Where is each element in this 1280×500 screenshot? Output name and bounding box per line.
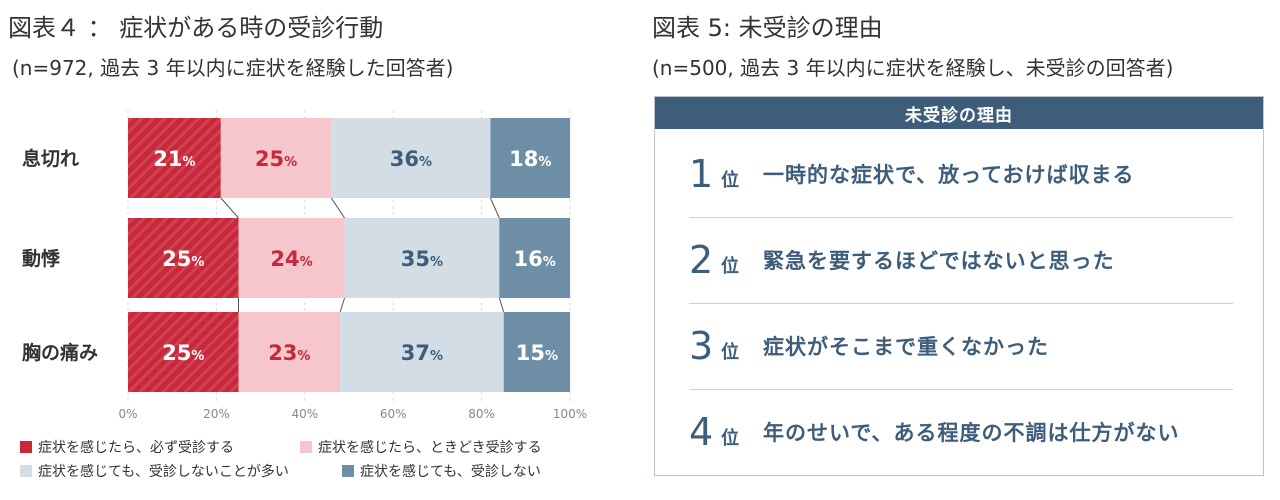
legend-label: 症状を感じたら、ときどき受診する (318, 440, 542, 456)
x-tick-label: 0% (118, 407, 137, 420)
data-label: 25% (162, 341, 204, 365)
bar-segment (503, 312, 570, 392)
rank-unit: 位 (721, 256, 739, 277)
legend-item: 症状を感じたら、必ず受診する (20, 437, 234, 457)
bar-segment (238, 218, 345, 298)
rank-number: 2 (689, 238, 714, 282)
category-label: 動悸 (22, 248, 61, 270)
legend-label: 症状を感じても、受診しないことが多い (38, 464, 289, 480)
reason-text: 症状がそこまで重くなかった (763, 335, 1049, 359)
connector-line (330, 197, 345, 219)
bar-segment (340, 312, 504, 392)
legend-swatch (20, 465, 32, 477)
bar-segment (344, 218, 500, 298)
reasons-panel: 未受診の理由 1 位 一時的な症状で、放っておけば収まる 2 位 緊急を要するほ… (654, 96, 1264, 476)
data-label: 24% (270, 247, 312, 271)
x-tick-label: 80% (468, 407, 495, 420)
bar-segment (128, 218, 239, 298)
bar-segment (331, 118, 491, 198)
reason-row-3: 3 位 症状がそこまで重くなかった (689, 303, 1233, 390)
legend-label: 症状を感じたら、必ず受診する (38, 440, 234, 456)
legend-swatch (20, 441, 32, 453)
stacked-bar-chart: 0% 20% 40% 60% 80% 100% 息切れ 21% 25% 36% 18% 動悸 25% 24… (22, 110, 587, 420)
legend-swatch (300, 441, 312, 453)
category-label: 胸の痛み (22, 341, 98, 364)
bar-segment (128, 118, 221, 198)
fig4-subtitle: (n=972, 過去 3 年以内に症状を経験した回答者) (12, 56, 454, 80)
x-tick-label: 20% (203, 407, 230, 420)
data-label: 35% (401, 247, 443, 271)
connector-line (498, 297, 505, 313)
data-label: 21% (153, 147, 195, 171)
data-label: 36% (390, 147, 432, 171)
connector-line (489, 197, 500, 219)
legend-item: 症状を感じても、受診しないことが多い (20, 461, 289, 481)
legend-item: 症状を感じても、受診しない (342, 461, 541, 481)
legend-label: 症状を感じても、受診しない (360, 464, 541, 480)
connector-line (339, 297, 346, 313)
fig5-title: 図表 5: 未受診の理由 (652, 14, 883, 42)
data-label: 15% (516, 341, 558, 365)
rank-number: 3 (689, 324, 714, 368)
rank-unit: 位 (721, 428, 739, 449)
rank-unit: 位 (721, 342, 739, 363)
connector-line (220, 197, 239, 219)
data-label: 23% (268, 341, 310, 365)
reason-row-1: 1 位 一時的な症状で、放っておけば収まる (689, 131, 1233, 218)
bar-segment (499, 218, 570, 298)
rank-number: 4 (689, 410, 714, 454)
bar-segment (220, 118, 332, 198)
bar-segment (238, 312, 341, 392)
reason-text: 緊急を要するほどではないと思った (763, 249, 1115, 273)
fig5-subtitle: (n=500, 過去 3 年以内に症状を経験し、未受診の回答者) (652, 56, 1174, 80)
reason-text: 一時的な症状で、放っておけば収まる (763, 163, 1135, 187)
reason-row-4: 4 位 年のせいで、ある程度の不調は仕方がない (689, 389, 1233, 475)
reason-text: 年のせいで、ある程度の不調は仕方がない (763, 421, 1180, 445)
bar-segment (128, 312, 239, 392)
category-label: 息切れ (22, 147, 79, 170)
x-tick-label: 40% (291, 407, 318, 420)
data-label: 25% (255, 147, 297, 171)
rank-unit: 位 (721, 170, 739, 191)
x-tick-label: 60% (380, 407, 407, 420)
legend-item: 症状を感じたら、ときどき受診する (300, 437, 542, 457)
rank-number: 1 (689, 152, 714, 196)
reasons-header: 未受診の理由 (655, 97, 1263, 129)
data-label: 25% (162, 247, 204, 271)
legend-swatch (342, 465, 354, 477)
data-label: 18% (509, 147, 551, 171)
data-label: 37% (401, 341, 443, 365)
fig4-title: 図表４ ： 症状がある時の受診行動 (8, 14, 384, 42)
reason-row-2: 2 位 緊急を要するほどではないと思った (689, 217, 1233, 304)
bar-segment (490, 118, 570, 198)
data-label: 16% (514, 247, 556, 271)
x-tick-label: 100% (553, 407, 587, 420)
